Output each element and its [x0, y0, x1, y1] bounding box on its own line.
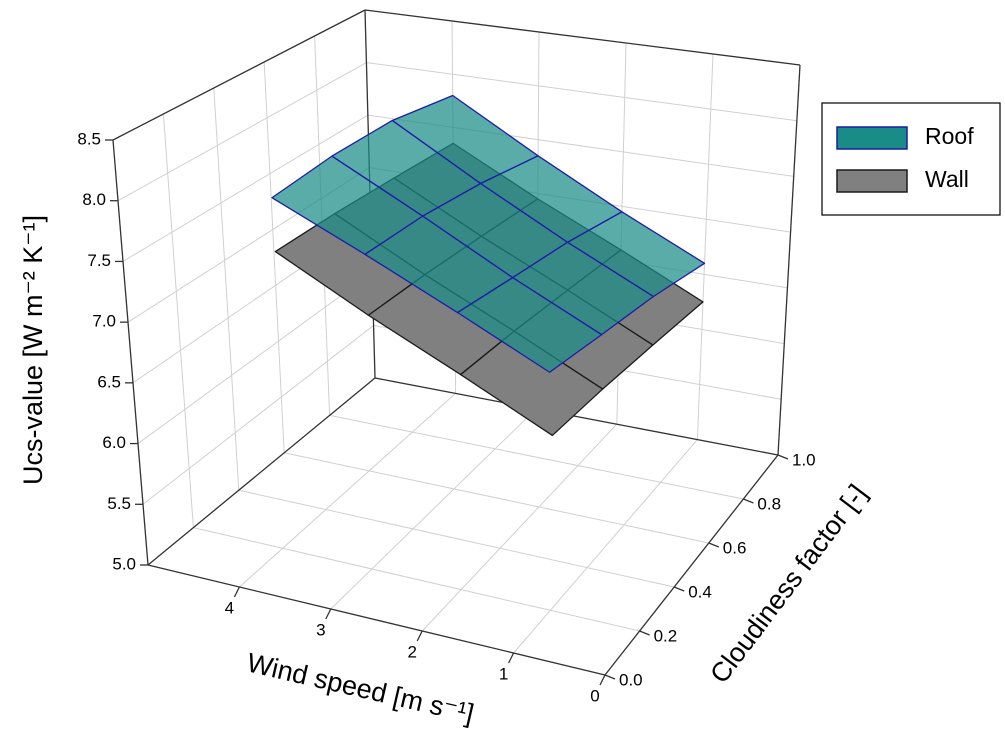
legend: Roof Wall	[821, 102, 1001, 216]
axis-line	[112, 9, 366, 141]
legend-swatch	[836, 169, 908, 193]
grid-line	[513, 439, 698, 654]
legend-label: Wall	[925, 166, 969, 192]
grid-line	[122, 114, 369, 262]
z-tick-label: 8.5	[77, 129, 101, 148]
z-tick-label: 6.0	[102, 433, 126, 452]
y-tick	[708, 542, 720, 548]
grid-line	[213, 87, 240, 491]
legend-swatch	[836, 126, 908, 150]
grid-line	[421, 423, 618, 632]
grid-line	[142, 325, 374, 505]
grid-line	[366, 62, 797, 122]
z-tick-label: 7.5	[87, 251, 111, 270]
grid-line	[263, 61, 285, 453]
z-axis-label: Ucs-value [W m⁻² K⁻¹]	[18, 215, 48, 485]
z-tick-label: 6.5	[97, 372, 121, 391]
x-tick-label: 4	[225, 598, 234, 617]
y-tick-label: 0.2	[654, 626, 678, 645]
z-tick-label: 8.0	[82, 190, 106, 209]
x-tick-label: 2	[407, 642, 416, 661]
y-axis-label: Cloudiness factor [-]	[704, 479, 872, 689]
y-tick-label: 0.4	[688, 582, 712, 601]
frame	[112, 9, 801, 676]
axis-line	[604, 454, 779, 676]
x-axis-label: Wind speed [m s⁻¹]	[244, 647, 477, 728]
axis-line	[374, 377, 779, 456]
ticks: 0 1 2 3 4 0.0 0.2 0.4 0.6 0.8 1.0 5.0 5.5 6.0 6.5 7.0 7.…	[77, 129, 815, 705]
x-tick-label: 1	[499, 664, 508, 683]
surface-patch	[456, 276, 603, 373]
axis-line	[147, 564, 606, 676]
grid-line	[137, 272, 373, 444]
axis-line	[364, 9, 801, 66]
x-tick	[233, 586, 240, 598]
y-tick-label: 1.0	[792, 450, 816, 469]
grid-line	[330, 408, 537, 610]
grid-line	[162, 113, 194, 528]
legend-label: Roof	[925, 123, 974, 149]
legend-box	[821, 102, 1001, 216]
y-tick-label: 0.8	[757, 494, 781, 513]
x-tick	[416, 630, 423, 642]
y-tick	[743, 498, 754, 504]
y-tick-label: 0.6	[723, 538, 747, 557]
y-tick	[604, 674, 616, 680]
grid-line	[239, 393, 456, 588]
y-tick	[673, 586, 685, 592]
grid-line	[696, 53, 714, 440]
axis-line	[112, 139, 149, 566]
y-tick-label: 0.0	[619, 670, 643, 689]
z-tick-label: 5.0	[112, 554, 136, 573]
y-tick	[777, 454, 789, 460]
grid-line	[329, 414, 744, 500]
x-tick	[599, 674, 606, 686]
z-tick-label: 7.0	[92, 312, 116, 331]
x-tick	[325, 608, 332, 620]
z-tick-label: 5.5	[107, 494, 131, 513]
grid-line	[238, 489, 675, 588]
x-tick-label: 0	[590, 686, 599, 705]
grid-line	[284, 452, 709, 544]
y-tick	[639, 630, 650, 636]
axis-line	[777, 64, 801, 456]
grid-line	[117, 62, 367, 202]
surfaces	[271, 94, 706, 437]
x-tick	[508, 652, 515, 664]
x-tick-label: 3	[316, 620, 325, 639]
axis-line	[147, 377, 376, 566]
grid-line	[193, 527, 640, 632]
